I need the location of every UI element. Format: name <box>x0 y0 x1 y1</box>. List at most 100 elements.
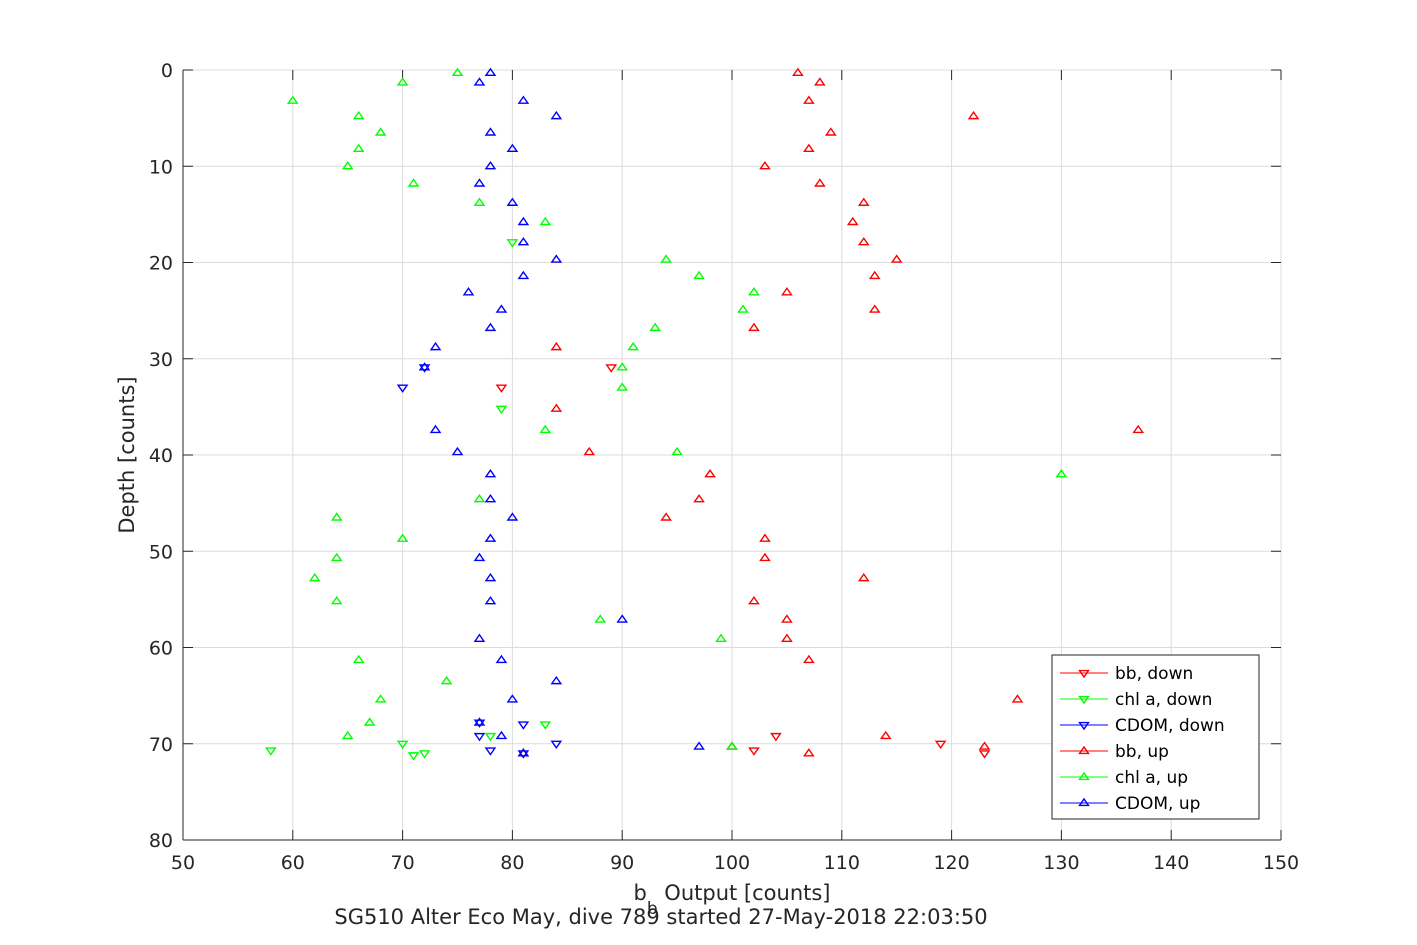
x-axis-label-rest: Output [counts] <box>658 881 831 905</box>
legend-box <box>1051 654 1260 820</box>
x-tick-label: 90 <box>610 852 634 874</box>
data-point <box>978 750 991 759</box>
x-axis-label-main: b <box>633 881 646 905</box>
data-point <box>495 654 508 664</box>
data-point <box>693 270 705 280</box>
data-point <box>462 287 475 296</box>
x-tick-label: 60 <box>281 852 305 874</box>
y-tick-label: 70 <box>149 734 173 756</box>
data-point <box>890 254 903 263</box>
legend-label: CDOM, up <box>1115 794 1200 814</box>
data-point <box>616 382 629 391</box>
axes <box>182 69 1282 841</box>
data-point <box>803 748 815 757</box>
data-point <box>506 694 519 703</box>
x-tick-label: 70 <box>391 852 415 874</box>
data-point <box>451 446 464 456</box>
data-point <box>868 304 881 313</box>
data-point <box>978 741 991 750</box>
data-point <box>330 552 343 562</box>
x-tick-label: 50 <box>171 852 195 874</box>
data-point <box>550 110 563 120</box>
y-tick-label: 20 <box>149 253 173 275</box>
x-tick-label: 130 <box>1043 852 1079 874</box>
data-point <box>879 730 892 740</box>
series-5 <box>418 67 705 757</box>
data-point <box>737 304 749 313</box>
x-tick-label: 120 <box>933 852 969 874</box>
data-point <box>781 614 793 623</box>
data-point <box>868 270 881 280</box>
data-point <box>803 143 815 153</box>
series-1 <box>265 239 552 761</box>
data-point <box>495 405 508 415</box>
legend-marker <box>1078 695 1090 705</box>
data-point <box>352 654 365 664</box>
data-point <box>857 237 870 246</box>
data-point <box>539 424 552 434</box>
data-point <box>748 322 760 332</box>
data-point <box>484 322 497 332</box>
x-axis-label: bb Output [counts] <box>633 881 830 919</box>
data-point <box>748 747 760 756</box>
data-point <box>484 493 497 503</box>
data-point <box>550 675 563 685</box>
data-point <box>495 384 508 393</box>
data-point <box>781 287 793 296</box>
data-point <box>583 446 596 456</box>
data-point <box>484 572 497 582</box>
data-point <box>484 127 497 136</box>
data-point <box>484 160 497 170</box>
data-point <box>704 468 716 478</box>
x-axis-label-subscript: b <box>647 899 658 919</box>
data-point <box>396 533 409 542</box>
data-point <box>517 216 530 226</box>
legend-marker <box>1078 721 1090 731</box>
data-point <box>473 633 486 642</box>
data-point <box>616 362 629 371</box>
data-point <box>792 67 804 77</box>
data-point <box>396 740 409 750</box>
data-point <box>396 384 409 393</box>
data-point <box>693 493 705 503</box>
data-point <box>407 178 420 187</box>
series-3 <box>517 67 1145 757</box>
data-point <box>341 160 354 170</box>
data-point <box>814 77 826 86</box>
y-tick-label: 60 <box>149 638 173 660</box>
data-point <box>330 512 343 521</box>
data-point <box>440 675 453 685</box>
data-point <box>517 748 530 757</box>
data-point <box>506 197 519 206</box>
x-tick-label: 140 <box>1153 852 1189 874</box>
data-point <box>484 596 497 605</box>
data-point <box>539 216 552 226</box>
y-tick-label: 10 <box>149 156 173 178</box>
data-point <box>473 717 486 726</box>
data-point <box>374 127 387 136</box>
data-point <box>1055 468 1068 478</box>
x-tick-label: 110 <box>824 852 860 874</box>
data-point <box>857 197 870 206</box>
series-2 <box>396 364 563 759</box>
data-point <box>759 160 771 170</box>
data-point <box>418 362 431 371</box>
data-point <box>616 614 629 623</box>
data-point <box>473 197 486 206</box>
data-point <box>814 178 826 187</box>
data-point <box>770 732 782 742</box>
data-point <box>506 512 519 521</box>
y-tick-label: 50 <box>149 541 173 563</box>
x-tick-label: 80 <box>500 852 524 874</box>
data-point <box>627 341 640 351</box>
data-point <box>1011 694 1024 703</box>
y-tick-label: 40 <box>149 445 173 467</box>
data-point <box>473 552 486 562</box>
data-point <box>824 127 837 136</box>
legend-label: chl a, up <box>1115 768 1188 788</box>
y-tick-label: 80 <box>149 830 173 852</box>
data-point <box>803 654 815 664</box>
data-point <box>495 304 508 313</box>
data-point <box>803 95 815 104</box>
